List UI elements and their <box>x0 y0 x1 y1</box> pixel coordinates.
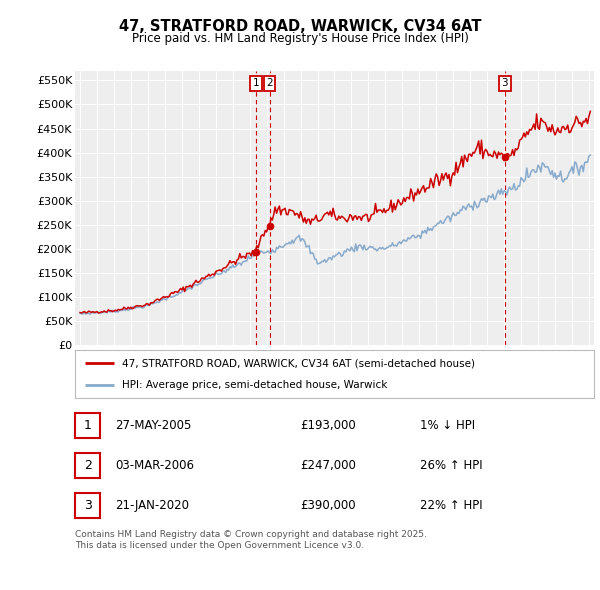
Text: £193,000: £193,000 <box>300 419 356 432</box>
Text: Price paid vs. HM Land Registry's House Price Index (HPI): Price paid vs. HM Land Registry's House … <box>131 32 469 45</box>
Text: 27-MAY-2005: 27-MAY-2005 <box>115 419 191 432</box>
Text: 2: 2 <box>266 78 273 88</box>
Text: £390,000: £390,000 <box>300 499 356 512</box>
Text: 47, STRATFORD ROAD, WARWICK, CV34 6AT (semi-detached house): 47, STRATFORD ROAD, WARWICK, CV34 6AT (s… <box>122 358 475 368</box>
Text: HPI: Average price, semi-detached house, Warwick: HPI: Average price, semi-detached house,… <box>122 380 387 390</box>
Text: 2: 2 <box>83 459 92 472</box>
Text: £247,000: £247,000 <box>300 459 356 472</box>
Text: 3: 3 <box>502 78 508 88</box>
Text: 3: 3 <box>83 499 92 512</box>
Text: 1: 1 <box>253 78 259 88</box>
Text: Contains HM Land Registry data © Crown copyright and database right 2025.
This d: Contains HM Land Registry data © Crown c… <box>75 530 427 550</box>
Text: 1% ↓ HPI: 1% ↓ HPI <box>420 419 475 432</box>
Text: 47, STRATFORD ROAD, WARWICK, CV34 6AT: 47, STRATFORD ROAD, WARWICK, CV34 6AT <box>119 19 481 34</box>
Text: 03-MAR-2006: 03-MAR-2006 <box>115 459 194 472</box>
Text: 26% ↑ HPI: 26% ↑ HPI <box>420 459 482 472</box>
Text: 22% ↑ HPI: 22% ↑ HPI <box>420 499 482 512</box>
Text: 21-JAN-2020: 21-JAN-2020 <box>115 499 189 512</box>
Text: 1: 1 <box>83 419 92 432</box>
